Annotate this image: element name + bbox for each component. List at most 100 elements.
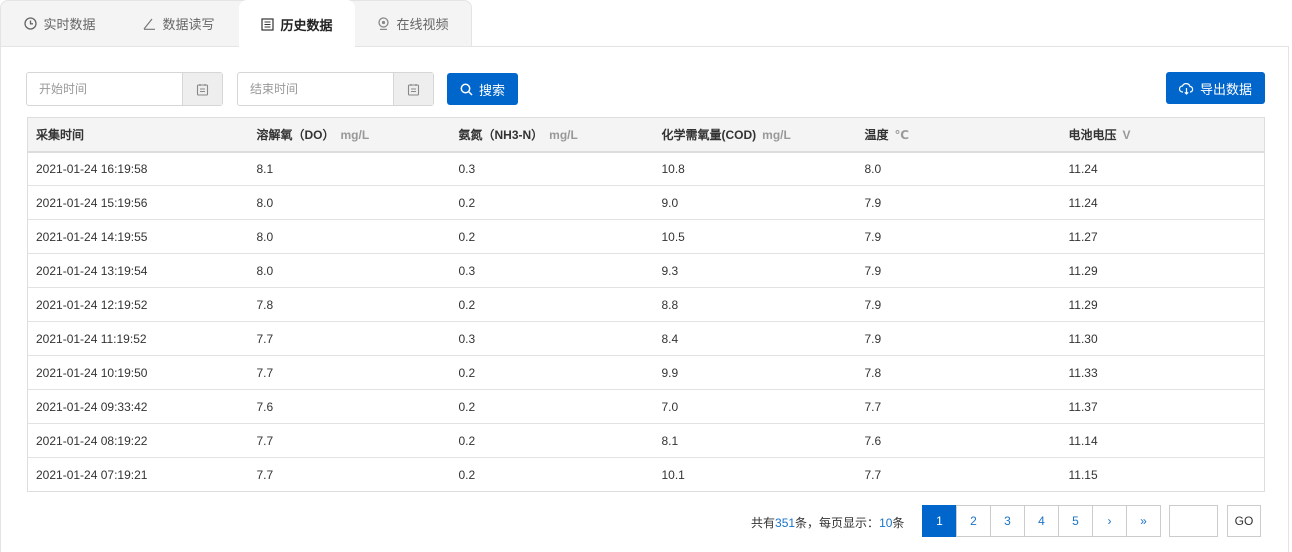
history-table: 采集时间 溶解氧（DO） mg/L 氨氮（NH3-N） mg/L 化学需氧量(COD) mg… [27,117,1265,492]
start-time-input[interactable]: 开始时间 [39,82,88,96]
table-row: 2021-01-24 08:19:22 7.7 0.2 8.1 7.6 11.14 [27,423,1265,458]
column-header: 氨氮（NH3-N） mg/L [450,117,654,153]
page-button[interactable]: › [1092,505,1127,537]
table-row: 2021-01-24 11:19:52 7.7 0.3 8.4 7.9 11.30 [27,321,1265,356]
tab-realtime[interactable]: 实时数据 [1,0,119,47]
table-cell: 7.6 [856,423,1061,458]
table-cell: 2021-01-24 14:19:55 [27,219,249,254]
tab-bar [0,0,472,47]
table-row: 2021-01-24 10:19:50 7.7 0.2 9.9 7.8 11.33 [27,355,1265,390]
table-cell: 8.4 [653,321,857,356]
table-cell: 7.7 [248,457,451,492]
table-cell: 8.0 [856,151,1061,186]
table-cell: 7.9 [856,321,1061,356]
tab-label: 数据读写 [162,17,215,32]
clock-icon [24,17,38,30]
go-button[interactable]: GO [1227,505,1261,537]
tab-label: 在线视频 [396,17,449,32]
search-button[interactable]: 搜索 [447,73,518,105]
table-cell: 10.8 [653,151,857,186]
column-label: 温度 [864,127,889,142]
column-unit: V [1122,127,1131,142]
column-label: 化学需氧量(COD) [661,127,757,142]
goto-page-input[interactable] [1169,505,1218,537]
column-unit: mg/L [340,127,370,142]
tab-video[interactable]: 在线视频 [355,0,471,47]
table-cell: 2021-01-24 09:33:42 [27,389,249,424]
table-cell: 2021-01-24 15:19:56 [27,185,249,220]
webcam-icon [378,17,390,30]
table-row: 2021-01-24 09:33:42 7.6 0.2 7.0 7.7 11.37 [27,389,1265,424]
total-count: 351 [775,516,796,530]
table-cell: 9.0 [653,185,857,220]
table-cell: 7.9 [856,219,1061,254]
calendar-button[interactable] [182,73,222,105]
table-cell: 0.2 [450,355,654,390]
column-header: 电池电压 V [1060,117,1265,153]
table-cell: 0.2 [450,287,654,322]
table-cell: 7.8 [248,287,451,322]
table-cell: 11.33 [1060,355,1265,390]
table-cell: 2021-01-24 07:19:21 [27,457,249,492]
column-label: 氨氮（NH3-N） [458,127,544,142]
column-header: 溶解氧（DO） mg/L [248,117,451,153]
tab-history[interactable]: 历史数据 [239,0,355,48]
table-cell: 8.0 [248,185,451,220]
calendar-icon [407,83,420,96]
column-label: 溶解氧（DO） [256,127,335,142]
table-row: 2021-01-24 13:19:54 8.0 0.3 9.3 7.9 11.29 [27,253,1265,288]
table-cell: 10.5 [653,219,857,254]
export-button[interactable]: 导出数据 [1166,72,1265,104]
table-cell: 7.8 [856,355,1061,390]
page-button[interactable]: » [1126,505,1161,537]
column-header: 采集时间 [27,117,249,153]
table-cell: 8.0 [248,219,451,254]
per-page-count: 10 [879,516,893,530]
table-cell: 7.7 [248,355,451,390]
divider [0,46,1289,47]
table-cell: 11.24 [1060,151,1265,186]
table-cell: 2021-01-24 08:19:22 [27,423,249,458]
cloud-download-icon [1178,82,1194,95]
table-cell: 0.2 [450,185,654,220]
table-cell: 7.7 [248,423,451,458]
tab-read-write[interactable]: 数据读写 [119,0,239,47]
table-cell: 8.1 [248,151,451,186]
table-cell: 0.3 [450,321,654,356]
page-button[interactable]: 3 [990,505,1025,537]
page-button[interactable]: 2 [956,505,991,537]
table-cell: 2021-01-24 10:19:50 [27,355,249,390]
table-cell: 2021-01-24 13:19:54 [27,253,249,288]
table-cell: 11.30 [1060,321,1265,356]
table-cell: 11.29 [1060,287,1265,322]
table-cell: 7.9 [856,185,1061,220]
column-header: 化学需氧量(COD) mg/L [653,117,857,153]
table-cell: 2021-01-24 16:19:58 [27,151,249,186]
page-button[interactable]: 1 [922,505,957,537]
table-cell: 8.0 [248,253,451,288]
table-cell: 7.7 [856,457,1061,492]
end-time-input[interactable]: 结束时间 [250,82,299,96]
column-header: 温度 ℃ [856,117,1061,153]
page-button[interactable]: 5 [1058,505,1093,537]
table-cell: 11.14 [1060,423,1265,458]
table-cell: 11.15 [1060,457,1265,492]
table-cell: 9.3 [653,253,857,288]
search-label: 搜索 [478,82,505,98]
calendar-button[interactable] [393,73,433,105]
pagination-summary: 共有351条，每页显示：10条 [751,516,905,530]
panel-border-left [0,46,1,552]
table-cell: 7.7 [856,389,1061,424]
table-cell: 7.6 [248,389,451,424]
table-row: 2021-01-24 12:19:52 7.8 0.2 8.8 7.9 11.29 [27,287,1265,322]
table-row: 2021-01-24 15:19:56 8.0 0.2 9.0 7.9 11.24 [27,185,1265,220]
panel-border-right [1288,46,1289,552]
start-time-field[interactable]: 开始时间 [26,72,223,106]
table-cell: 2021-01-24 12:19:52 [27,287,249,322]
table-cell: 10.1 [653,457,857,492]
table-cell: 11.29 [1060,253,1265,288]
table-row: 2021-01-24 07:19:21 7.7 0.2 10.1 7.7 11.15 [27,457,1265,492]
table-cell: 0.2 [450,423,654,458]
page-button[interactable]: 4 [1024,505,1059,537]
end-time-field[interactable]: 结束时间 [237,72,434,106]
